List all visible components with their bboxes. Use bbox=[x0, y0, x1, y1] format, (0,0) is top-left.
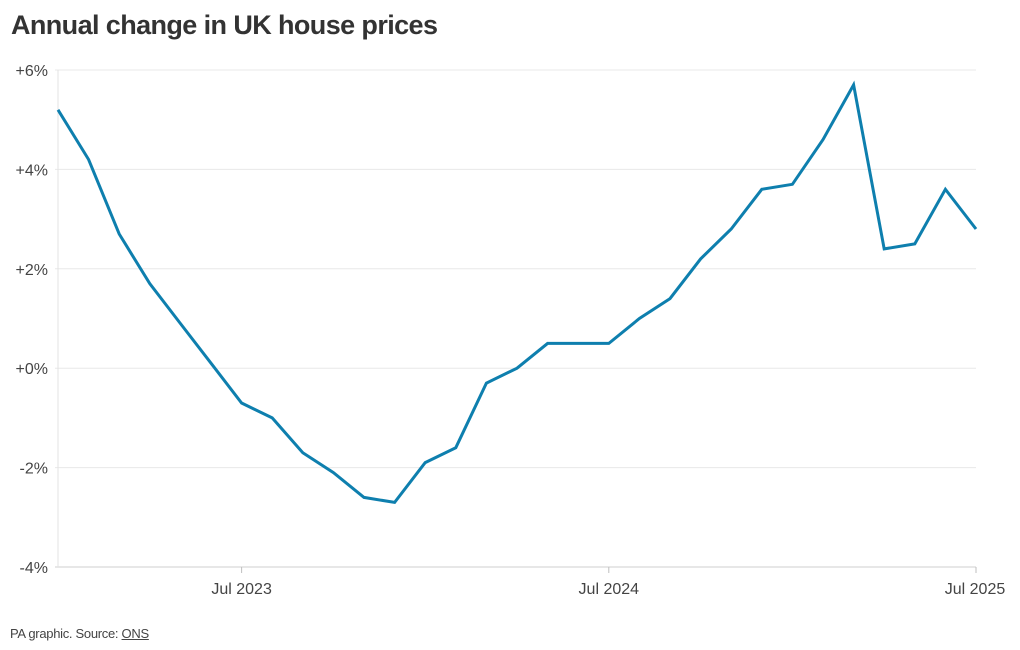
y-tick-label: +4% bbox=[16, 162, 48, 179]
data-point bbox=[516, 367, 519, 370]
data-point bbox=[852, 83, 855, 86]
data-point bbox=[301, 451, 304, 454]
data-point bbox=[332, 471, 335, 474]
data-point bbox=[546, 342, 549, 345]
data-point bbox=[179, 322, 182, 325]
data-point bbox=[240, 402, 243, 405]
source-note: PA graphic. Source: ONS bbox=[10, 626, 149, 641]
data-point bbox=[669, 297, 672, 300]
y-tick-label: -4% bbox=[20, 560, 48, 577]
source-prefix: PA graphic. Source: bbox=[10, 626, 122, 641]
y-axis: +6% +4% +2% +0% -2% -4% bbox=[16, 63, 48, 577]
data-point bbox=[148, 282, 151, 285]
data-point bbox=[485, 382, 488, 385]
data-point bbox=[760, 188, 763, 191]
data-point bbox=[730, 228, 733, 231]
y-tick-label: +2% bbox=[16, 262, 48, 279]
data-point bbox=[975, 228, 978, 231]
data-point bbox=[577, 342, 580, 345]
data-point bbox=[883, 247, 886, 250]
data-point bbox=[118, 233, 121, 236]
data-point bbox=[913, 242, 916, 245]
data-point bbox=[791, 183, 794, 186]
data-point bbox=[638, 317, 641, 320]
data-point bbox=[822, 138, 825, 141]
data-point bbox=[57, 108, 60, 111]
chart-title: Annual change in UK house prices bbox=[11, 10, 438, 40]
data-series bbox=[56, 80, 978, 505]
data-point bbox=[699, 257, 702, 260]
x-axis: Jul 2023 Jul 2024 Jul 2025 bbox=[211, 567, 1005, 598]
y-tick-label: +0% bbox=[16, 361, 48, 378]
series-line bbox=[56, 80, 978, 505]
data-point bbox=[363, 496, 366, 499]
x-tick-label: Jul 2025 bbox=[945, 581, 1006, 598]
data-point bbox=[393, 501, 396, 504]
source-link[interactable]: ONS bbox=[121, 626, 150, 641]
data-point bbox=[454, 446, 457, 449]
data-point bbox=[271, 416, 274, 419]
x-tick-label: Jul 2024 bbox=[579, 581, 640, 598]
data-point bbox=[944, 188, 947, 191]
data-point bbox=[210, 362, 213, 365]
x-tick-label: Jul 2023 bbox=[211, 581, 272, 598]
data-point bbox=[424, 461, 427, 464]
data-point bbox=[87, 158, 90, 161]
y-tick-label: +6% bbox=[16, 63, 48, 80]
gridlines bbox=[55, 69, 976, 568]
data-point bbox=[607, 342, 610, 345]
y-tick-label: -2% bbox=[20, 461, 48, 478]
